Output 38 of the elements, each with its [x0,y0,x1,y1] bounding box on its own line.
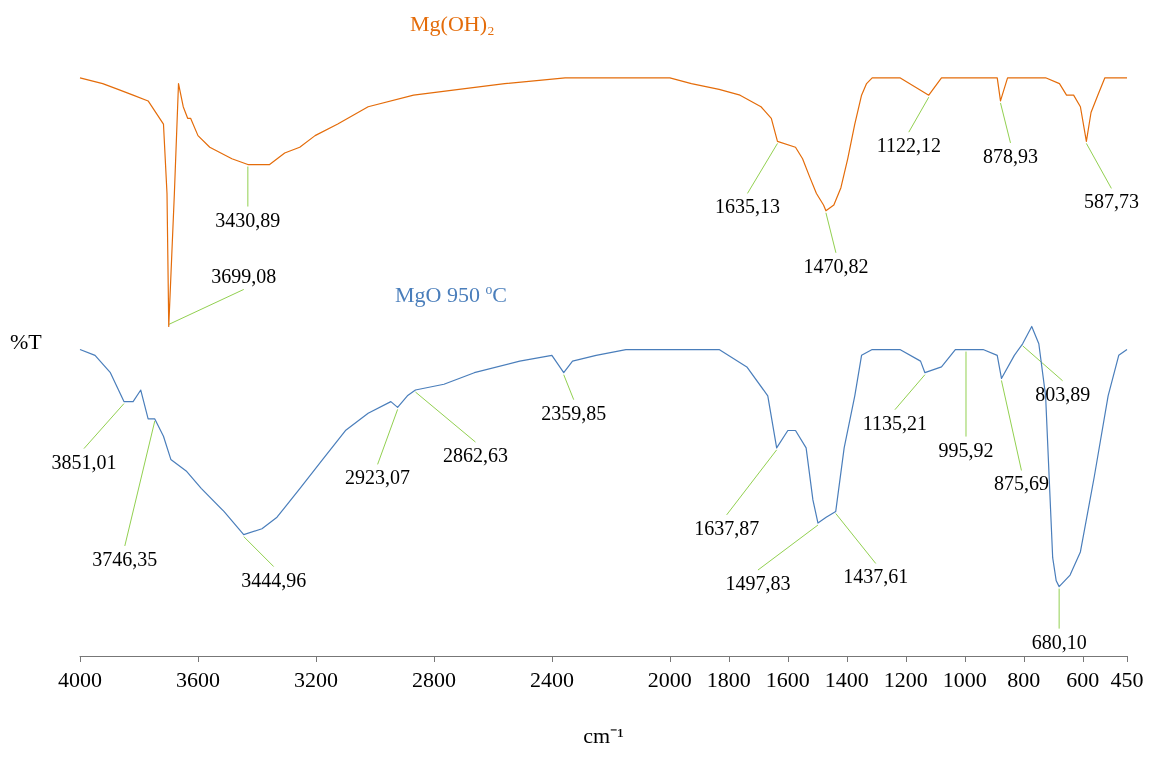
annotation: 587,73 [1083,190,1139,213]
y-axis-title: %T [10,328,43,354]
annotation: 803,89 [1035,382,1091,405]
annotation: 1470,82 [803,254,869,277]
text: Mg(OH)₂ [410,10,495,36]
annotation: 2359,85 [541,401,607,424]
annotation: 3699,08 [211,265,277,288]
x-tick-label: 800 [1007,666,1041,692]
x-tick-label: 4000 [58,666,102,692]
annotation: 1135,21 [862,411,928,434]
annotation: 1637,87 [694,516,760,539]
annotation: 875,69 [993,472,1049,495]
annotation: 1122,12 [876,134,941,157]
annotation: 878,93 [983,144,1038,167]
annotation: 2862,63 [442,444,508,467]
annotation: 3430,89 [215,208,281,231]
x-tick-label: 3600 [175,666,220,692]
annotation: 680,10 [1031,630,1087,653]
annotation: 1497,83 [725,572,791,595]
x-tick-label: 2800 [411,666,456,692]
annotation: 2923,07 [345,466,411,489]
x-tick-label: 450 [1110,666,1144,692]
annotation: 3851,01 [51,450,117,473]
x-tick-label: 1800 [706,666,751,692]
annotation: 995,92 [938,438,994,461]
annotation: 1437,61 [843,565,909,588]
annotation: 1635,13 [714,195,780,218]
x-tick-label: 1200 [883,666,928,692]
x-tick-label: 1400 [824,666,869,692]
annotation: 3746,35 [92,547,158,570]
x-tick-label: 3200 [293,666,338,692]
x-tick-label: 600 [1066,666,1100,692]
x-tick-label: 2400 [529,666,574,692]
x-tick-label: 1000 [942,666,987,692]
annotation: 3444,96 [241,568,307,591]
x-axis-title: cm⁻¹ [583,722,624,748]
x-tick-label: 1600 [765,666,810,692]
x-tick-label: 2000 [647,666,692,692]
